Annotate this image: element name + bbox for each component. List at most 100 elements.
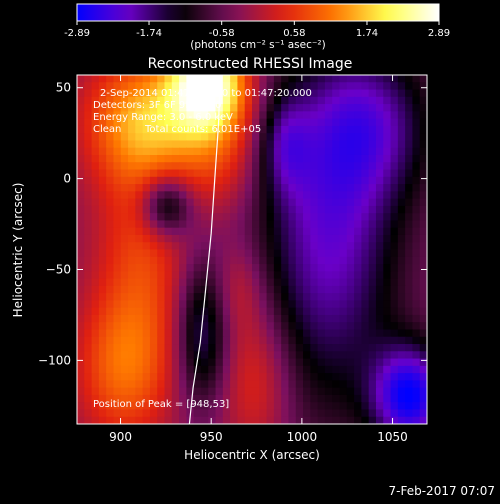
heatmap-cell — [222, 322, 231, 331]
heatmap-cell — [390, 278, 399, 287]
heatmap-cell — [98, 140, 107, 149]
heatmap-cell — [77, 205, 85, 214]
heatmap-cell — [317, 394, 326, 403]
heatmap-cell — [397, 307, 406, 316]
heatmap-cell — [346, 176, 355, 185]
heatmap-cell — [237, 365, 246, 374]
heatmap-cell — [164, 344, 173, 352]
heatmap-cell — [222, 293, 231, 301]
heatmap-cell — [149, 409, 158, 418]
heatmap-cell — [215, 329, 224, 338]
heatmap-cell — [149, 365, 158, 374]
heatmap-cell — [193, 147, 202, 156]
heatmap-cell — [106, 176, 115, 185]
heatmap-cell — [259, 198, 268, 207]
heatmap-cell — [106, 184, 115, 192]
heatmap-cell — [186, 249, 195, 258]
heatmap-cell — [244, 176, 253, 185]
heatmap-cell — [84, 387, 93, 396]
heatmap-cell — [230, 205, 239, 214]
heatmap-cell — [149, 387, 158, 396]
heatmap-cell — [419, 89, 427, 98]
heatmap-cell — [419, 140, 427, 149]
heatmap-cell — [237, 169, 246, 178]
heatmap-cell — [266, 205, 275, 214]
heatmap-cell — [390, 329, 399, 338]
heatmap-cell — [310, 147, 319, 156]
heatmap-cell — [310, 220, 319, 229]
heatmap-cell — [346, 351, 355, 360]
heatmap-cell — [361, 75, 370, 83]
heatmap-cell — [412, 234, 421, 243]
heatmap-cell — [390, 154, 399, 163]
heatmap-cell — [383, 234, 392, 243]
heatmap-cell — [281, 89, 290, 98]
heatmap-cell — [310, 336, 319, 345]
heatmap-cell — [120, 409, 129, 418]
heatmap-cell — [339, 344, 348, 352]
heatmap-cell — [128, 205, 136, 214]
heatmap-cell — [135, 169, 144, 178]
heatmap-cell — [390, 409, 399, 418]
heatmap-cell — [324, 358, 333, 367]
heatmap-cell — [128, 176, 136, 185]
heatmap-cell — [193, 140, 202, 149]
heatmap-cell — [200, 220, 209, 229]
heatmap-cell — [383, 249, 392, 258]
heatmap-cell — [346, 344, 355, 352]
annotation-block: 2-Sep-2014 01:47:20.000 to 01:47:20.000 … — [93, 88, 312, 135]
heatmap-cell — [339, 293, 348, 301]
heatmap-cell — [120, 300, 129, 309]
heatmap-cell — [135, 154, 144, 163]
heatmap-cell — [157, 329, 166, 338]
heatmap-cell — [259, 154, 268, 163]
heatmap-cell — [405, 234, 414, 243]
heatmap-cell — [186, 314, 195, 323]
heatmap-cell — [171, 300, 180, 309]
heatmap-cell — [106, 365, 115, 374]
heatmap-cell — [259, 351, 268, 360]
heatmap-cell — [237, 205, 246, 214]
heatmap-cell — [208, 162, 217, 171]
heatmap-cell — [222, 402, 231, 411]
heatmap-cell — [368, 271, 377, 280]
heatmap-cell — [77, 264, 85, 272]
heatmap-cell — [412, 125, 421, 134]
heatmap-cell — [375, 322, 384, 331]
heatmap-cell — [193, 344, 202, 352]
heatmap-cell — [273, 271, 282, 280]
heatmap-cell — [281, 314, 290, 323]
heatmap-cell — [332, 96, 341, 105]
heatmap-cell — [128, 96, 136, 105]
heatmap-cell — [186, 300, 195, 309]
heatmap-cell — [317, 271, 326, 280]
heatmap-cell — [186, 205, 195, 214]
heatmap-cell — [135, 336, 144, 345]
heatmap-cell — [120, 394, 129, 403]
heatmap-cell — [149, 104, 158, 112]
heatmap-cell — [98, 329, 107, 338]
heatmap-cell — [405, 162, 414, 171]
heatmap-cell — [179, 358, 187, 367]
heatmap-cell — [222, 118, 231, 127]
heatmap-cell — [149, 278, 158, 287]
heatmap-cell — [77, 75, 85, 83]
heatmap-cell — [412, 169, 421, 178]
heatmap-cell — [237, 380, 246, 389]
heatmap-cell — [237, 176, 246, 185]
heatmap-cell — [120, 176, 129, 185]
heatmap-cell — [179, 278, 187, 287]
heatmap-cell — [288, 380, 297, 389]
heatmap-cell — [113, 125, 122, 134]
heatmap-cell — [77, 249, 85, 258]
heatmap-cell — [383, 118, 392, 127]
heatmap-cell — [383, 307, 392, 316]
heatmap-cell — [120, 205, 129, 214]
heatmap-cell — [332, 162, 341, 171]
heatmap-cell — [142, 249, 151, 258]
heatmap-cell — [310, 198, 319, 207]
heatmap-cell — [405, 293, 414, 301]
heatmap-cell — [259, 184, 268, 192]
heatmap-cell — [200, 271, 209, 280]
heatmap-cell — [259, 402, 268, 411]
